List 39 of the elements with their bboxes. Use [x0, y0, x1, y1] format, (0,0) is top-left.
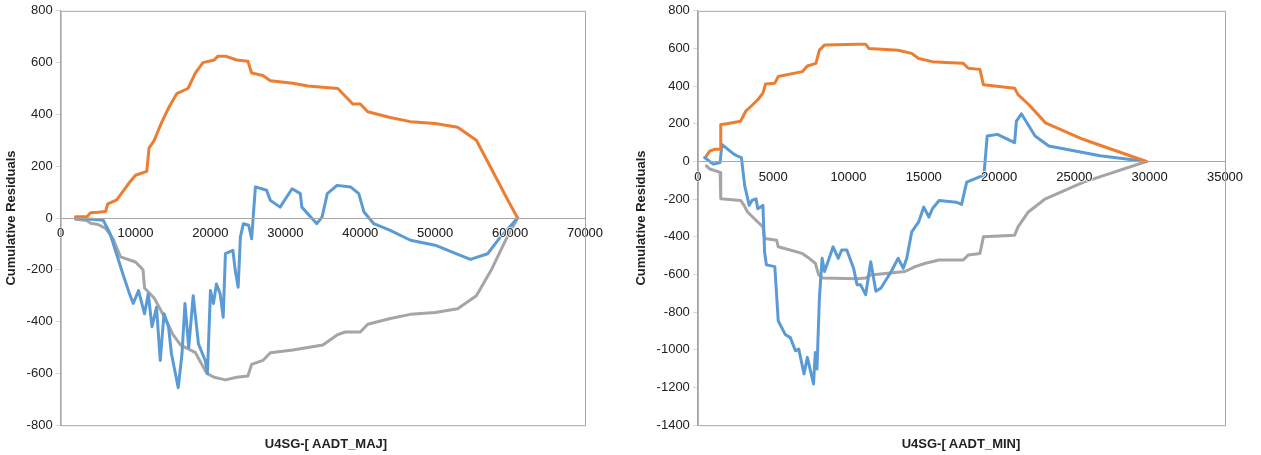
- x-axis-title: U4SG-[ AADT_MAJ]: [264, 436, 388, 451]
- y-tick-label: 600: [668, 40, 690, 56]
- y-tick-label: -800: [26, 416, 53, 432]
- x-tick-label: 5000: [758, 168, 788, 184]
- y-tick-label: 0: [682, 153, 690, 169]
- x-tick-label: 15000: [905, 168, 942, 184]
- y-tick-label: -600: [26, 364, 53, 380]
- y-tick-label: 400: [668, 77, 690, 93]
- y-tick-label: 600: [30, 54, 53, 70]
- x-tick-label: 70000: [566, 225, 604, 241]
- y-tick-label: 200: [30, 157, 53, 173]
- y-tick-label: -1000: [656, 341, 690, 357]
- x-tick-label: 0: [694, 168, 702, 184]
- x-tick-label: 25000: [1056, 168, 1093, 184]
- x-tick-label: 10000: [117, 225, 154, 241]
- y-tick-label: -1200: [656, 379, 690, 395]
- y-tick-label: 800: [30, 2, 53, 18]
- y-tick-label: 200: [668, 115, 690, 131]
- x-tick-label: 35000: [1206, 168, 1244, 184]
- x-tick-label: 30000: [267, 225, 304, 241]
- x-tick-label: 30000: [1131, 168, 1168, 184]
- y-tick-label: -200: [26, 261, 53, 277]
- y-tick-label: 800: [668, 2, 690, 18]
- y-tick-label: -400: [26, 313, 53, 329]
- y-axis-title: Cumulative Residuals: [633, 150, 649, 286]
- y-axis-title: Cumulative Residuals: [3, 150, 19, 286]
- x-axis-title: U4SG-[ AADT_MIN]: [901, 436, 1021, 451]
- y-tick-label: 400: [30, 105, 53, 121]
- y-tick-label: -600: [663, 266, 690, 282]
- x-tick-label: 20000: [192, 225, 229, 241]
- x-tick-label: 20000: [981, 168, 1018, 184]
- x-tick-label: 50000: [417, 225, 454, 241]
- y-tick-label: -800: [663, 303, 690, 319]
- x-tick-label: 40000: [342, 225, 379, 241]
- x-tick-label: 10000: [830, 168, 867, 184]
- y-tick-label: -400: [663, 228, 690, 244]
- y-tick-label: -1400: [656, 416, 690, 432]
- y-tick-label: 0: [45, 209, 53, 225]
- y-tick-label: -200: [663, 190, 690, 206]
